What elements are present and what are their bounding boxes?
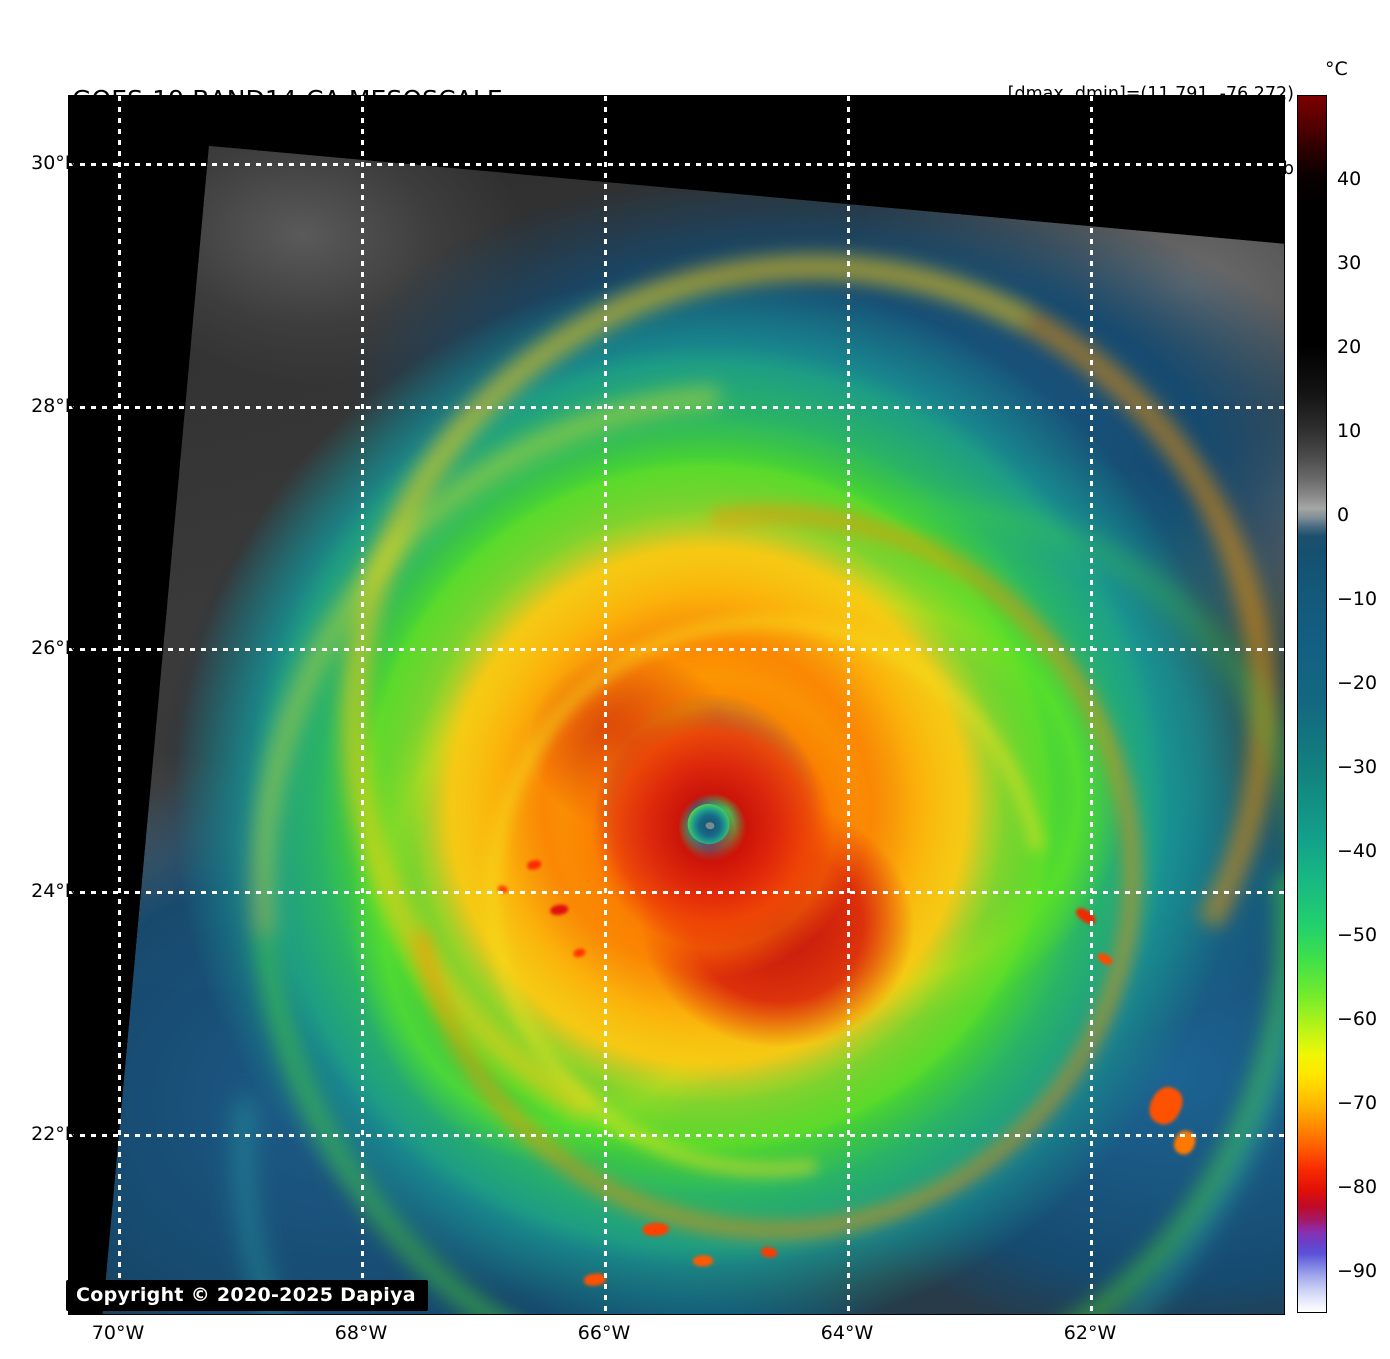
- copyright-banner: Copyright © 2020-2025 Dapiya: [66, 1280, 428, 1311]
- longitude-tick-label: 66°W: [577, 1322, 631, 1344]
- colorbar-tick-label: 20: [1337, 336, 1362, 358]
- gridline-latitude: [69, 648, 1284, 651]
- latitude-tick-label: 24°N: [31, 880, 79, 902]
- colorbar-tick-label: −10: [1337, 588, 1378, 610]
- gridline-latitude: [69, 163, 1284, 166]
- colorbar-tick-label: −60: [1337, 1008, 1378, 1030]
- satellite-image-plot[interactable]: [68, 95, 1285, 1315]
- swath-inner: [95, 146, 1284, 1314]
- colorbar-tick-label: −90: [1337, 1260, 1378, 1282]
- colorbar-tick-label: −70: [1337, 1092, 1378, 1114]
- latitude-tick-label: 28°N: [31, 395, 79, 417]
- colorbar-tick-label: 30: [1337, 252, 1362, 274]
- colorbar-gradient: [1297, 95, 1327, 1313]
- gridline-latitude: [69, 406, 1284, 409]
- gridline-longitude: [118, 96, 121, 1314]
- gridline-longitude: [604, 96, 607, 1314]
- gridline-longitude: [1090, 96, 1093, 1314]
- gridline-latitude: [69, 891, 1284, 894]
- colorbar-unit-label: °C: [1325, 58, 1348, 80]
- gridline-latitude: [69, 1134, 1284, 1137]
- longitude-tick-label: 62°W: [1063, 1322, 1117, 1344]
- gridline-longitude: [847, 96, 850, 1314]
- colorbar-tick-label: −40: [1337, 840, 1378, 862]
- colorbar-tick-label: 10: [1337, 420, 1362, 442]
- longitude-tick-label: 68°W: [334, 1322, 388, 1344]
- latitude-tick-label: 22°N: [31, 1123, 79, 1145]
- eye-center-dot: [705, 821, 715, 830]
- colorbar-tick-label: −80: [1337, 1176, 1378, 1198]
- latitude-tick-label: 26°N: [31, 637, 79, 659]
- latitude-tick-label: 30°N: [31, 152, 79, 174]
- colorbar-tick-label: 0: [1337, 504, 1350, 526]
- colorbar-tick-label: 40: [1337, 168, 1362, 190]
- colorbar-tick-label: −20: [1337, 672, 1378, 694]
- colorbar[interactable]: 40 30 20 10 0 −10 −20 −30 −40 −50 −60 −70 −80 −90: [1297, 95, 1377, 1313]
- convective-cell: [693, 1255, 714, 1267]
- satellite-data-swath: [95, 146, 1284, 1314]
- longitude-tick-label: 70°W: [91, 1322, 145, 1344]
- plot-clip: [69, 96, 1284, 1314]
- colorbar-tick-label: −50: [1337, 924, 1378, 946]
- longitude-tick-label: 64°W: [820, 1322, 874, 1344]
- gridline-longitude: [361, 96, 364, 1314]
- colorbar-tick-label: −30: [1337, 756, 1378, 778]
